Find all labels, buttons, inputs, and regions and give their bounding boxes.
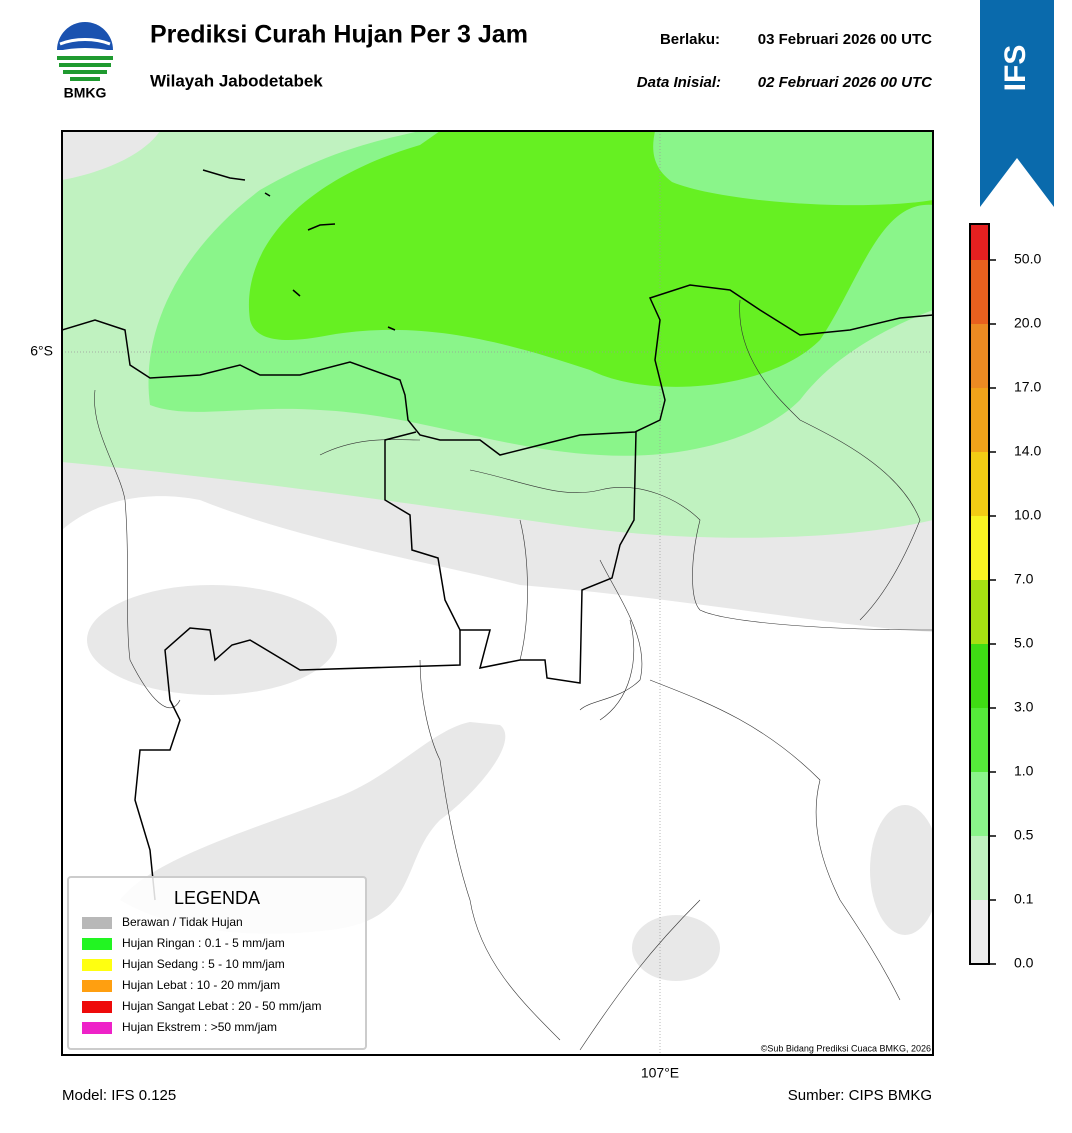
footer-source: Sumber: CIPS BMKG	[788, 1087, 932, 1104]
colorbar-segment	[970, 260, 989, 324]
title: Prediksi Curah Hujan Per 3 Jam	[150, 21, 528, 49]
logo-text: BMKG	[64, 85, 107, 101]
colorbar-label: 10.0	[1014, 507, 1041, 523]
footer-model: Model: IFS 0.125	[62, 1087, 176, 1104]
legend-swatch	[82, 1022, 112, 1034]
colorbar-label: 0.0	[1014, 955, 1034, 971]
colorbar-label: 0.5	[1014, 827, 1034, 843]
legend-label: Berawan / Tidak Hujan	[122, 915, 243, 929]
init-label: Data Inisial:	[637, 74, 721, 91]
colorbar-segment	[970, 836, 989, 900]
map	[62, 131, 933, 1055]
subtitle: Wilayah Jabodetabek	[150, 71, 323, 90]
colorbar-segment	[970, 388, 989, 452]
legend-label: Hujan Ekstrem : >50 mm/jam	[122, 1020, 277, 1034]
colorbar-segment	[970, 452, 989, 516]
colorbar-segment	[970, 900, 989, 964]
legend-label: Hujan Ringan : 0.1 - 5 mm/jam	[122, 936, 285, 950]
colorbar-label: 7.0	[1014, 571, 1034, 587]
colorbar-label: 50.0	[1014, 251, 1041, 267]
init-time: 02 Februari 2026 00 UTC	[758, 74, 933, 91]
colorbar-segment	[970, 580, 989, 644]
colorbar-frame	[969, 223, 990, 965]
legend-title: LEGENDA	[174, 888, 260, 908]
badge	[980, 0, 1054, 207]
legend-swatch	[82, 917, 112, 929]
colorbar-label: 17.0	[1014, 379, 1041, 395]
legend-label: Hujan Lebat : 10 - 20 mm/jam	[122, 978, 280, 992]
legend-swatch	[82, 980, 112, 992]
legend-label: Hujan Sangat Lebat : 20 - 50 mm/jam	[122, 999, 321, 1013]
legend-swatch	[82, 938, 112, 950]
colorbar-segment	[970, 772, 989, 836]
valid-label: Berlaku:	[660, 31, 720, 48]
colorbar-segment	[970, 224, 989, 260]
legend-swatch	[82, 959, 112, 971]
badge-text: IFS	[999, 45, 1032, 92]
logo: BMKG	[57, 22, 113, 101]
legend-label: Hujan Sedang : 5 - 10 mm/jam	[122, 957, 285, 971]
colorbar-segment	[970, 644, 989, 708]
colorbar-segment	[970, 708, 989, 772]
colorbar-label: 5.0	[1014, 635, 1034, 651]
legend: LEGENDA Berawan / Tidak Hujan Hujan Ringa…	[67, 876, 367, 1050]
valid-time: 03 Februari 2026 00 UTC	[758, 31, 932, 48]
colorbar-segment	[970, 324, 989, 388]
legend-swatch	[82, 1001, 112, 1013]
lat-label: 6°S	[30, 343, 53, 359]
colorbar-label: 3.0	[1014, 699, 1034, 715]
colorbar-segment	[970, 516, 989, 580]
colorbar-label: 0.1	[1014, 891, 1034, 907]
colorbar-label: 14.0	[1014, 443, 1041, 459]
lon-label: 107°E	[641, 1065, 679, 1081]
colorbar: 0.0 0.1 0.5 1.0 3.0 5.0 7.0 10.0 14.0 17.0 20.0 50.…	[969, 223, 1041, 971]
map-frame	[61, 130, 934, 1056]
colorbar-label: 20.0	[1014, 315, 1041, 331]
colorbar-label: 1.0	[1014, 763, 1034, 779]
credit: ©Sub Bidang Prediksi Cuaca BMKG, 2026	[761, 1043, 931, 1053]
